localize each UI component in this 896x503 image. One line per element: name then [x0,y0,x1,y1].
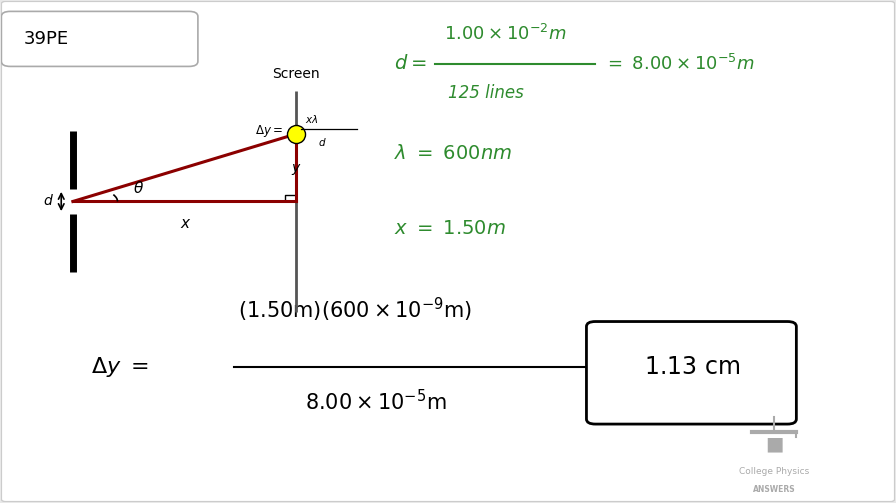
Text: $8.00\times10^{-5}\mathrm{m}$: $8.00\times10^{-5}\mathrm{m}$ [305,389,446,414]
Text: d: d [44,195,52,208]
Text: $1.13\ \mathrm{cm}$: $1.13\ \mathrm{cm}$ [643,355,740,379]
FancyBboxPatch shape [587,321,797,424]
Text: $=\ 8.00\times10^{-5}$m: $=\ 8.00\times10^{-5}$m [604,54,755,74]
Text: $\lambda\ =\ 600$nm: $\lambda\ =\ 600$nm [394,144,513,163]
Text: ■: ■ [765,435,783,454]
Text: ANSWERS: ANSWERS [753,485,796,494]
Text: $\Delta y\ =$: $\Delta y\ =$ [90,355,149,379]
Text: 39PE: 39PE [23,30,69,48]
Text: Screen: Screen [272,67,320,81]
Text: 125 lines: 125 lines [448,84,524,102]
Text: $d$: $d$ [318,136,327,148]
Text: $\Delta y=$: $\Delta y=$ [254,123,283,139]
Text: θ: θ [134,182,143,197]
Text: y: y [292,161,300,176]
Text: $=$: $=$ [640,357,663,377]
Text: x: x [180,216,189,231]
Text: $x\ =\ 1.50$m: $x\ =\ 1.50$m [394,219,506,238]
Text: $1.00\times10^{-2}$m: $1.00\times10^{-2}$m [444,24,566,44]
Text: College Physics: College Physics [739,467,809,476]
Text: $d=$: $d=$ [394,54,427,73]
Text: $(1.50\mathrm{m})(600\times10^{-9}\mathrm{m})$: $(1.50\mathrm{m})(600\times10^{-9}\mathr… [238,296,472,324]
Text: $x\lambda$: $x\lambda$ [305,113,319,125]
FancyBboxPatch shape [2,12,198,66]
